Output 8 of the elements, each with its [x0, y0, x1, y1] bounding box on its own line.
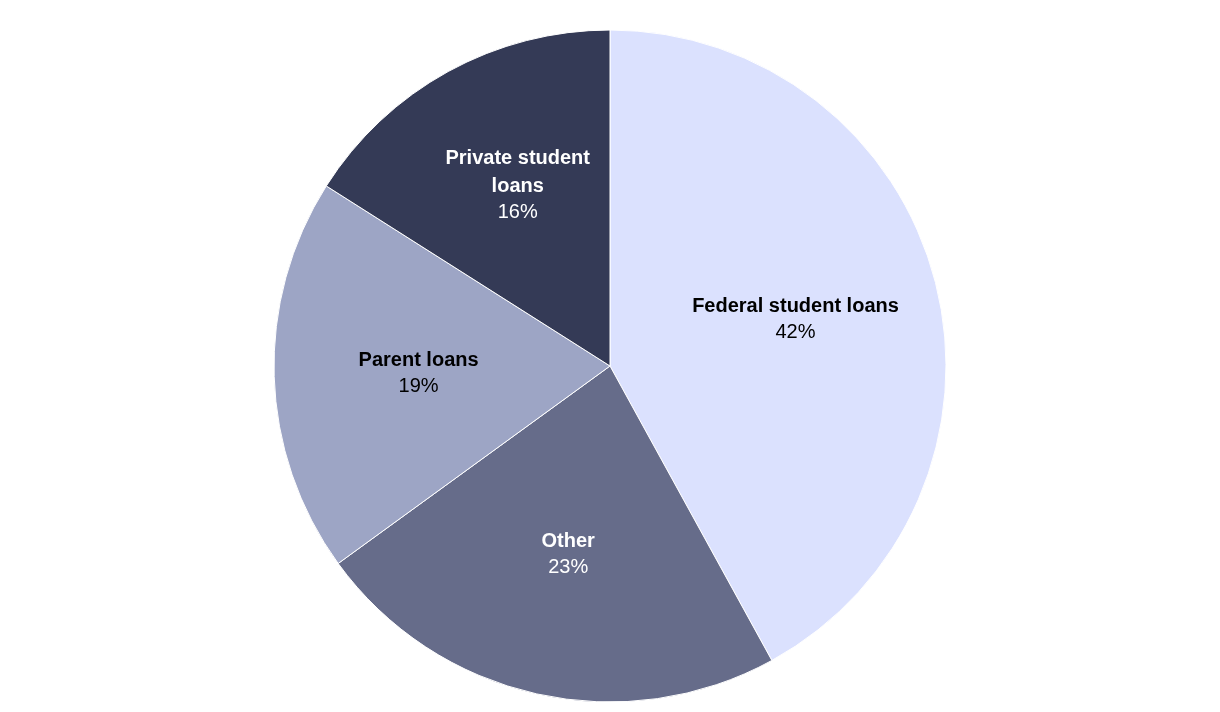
data-label: 42%	[775, 320, 816, 343]
slice-label: Parent loans	[358, 348, 479, 371]
slice-label: Federal student loans	[692, 294, 899, 317]
slice-label: Other	[541, 528, 596, 551]
data-label: 23%	[548, 554, 589, 577]
data-label: 16%	[497, 200, 538, 223]
data-label: 19%	[398, 374, 439, 397]
slice-label: Private student loans	[445, 146, 591, 197]
